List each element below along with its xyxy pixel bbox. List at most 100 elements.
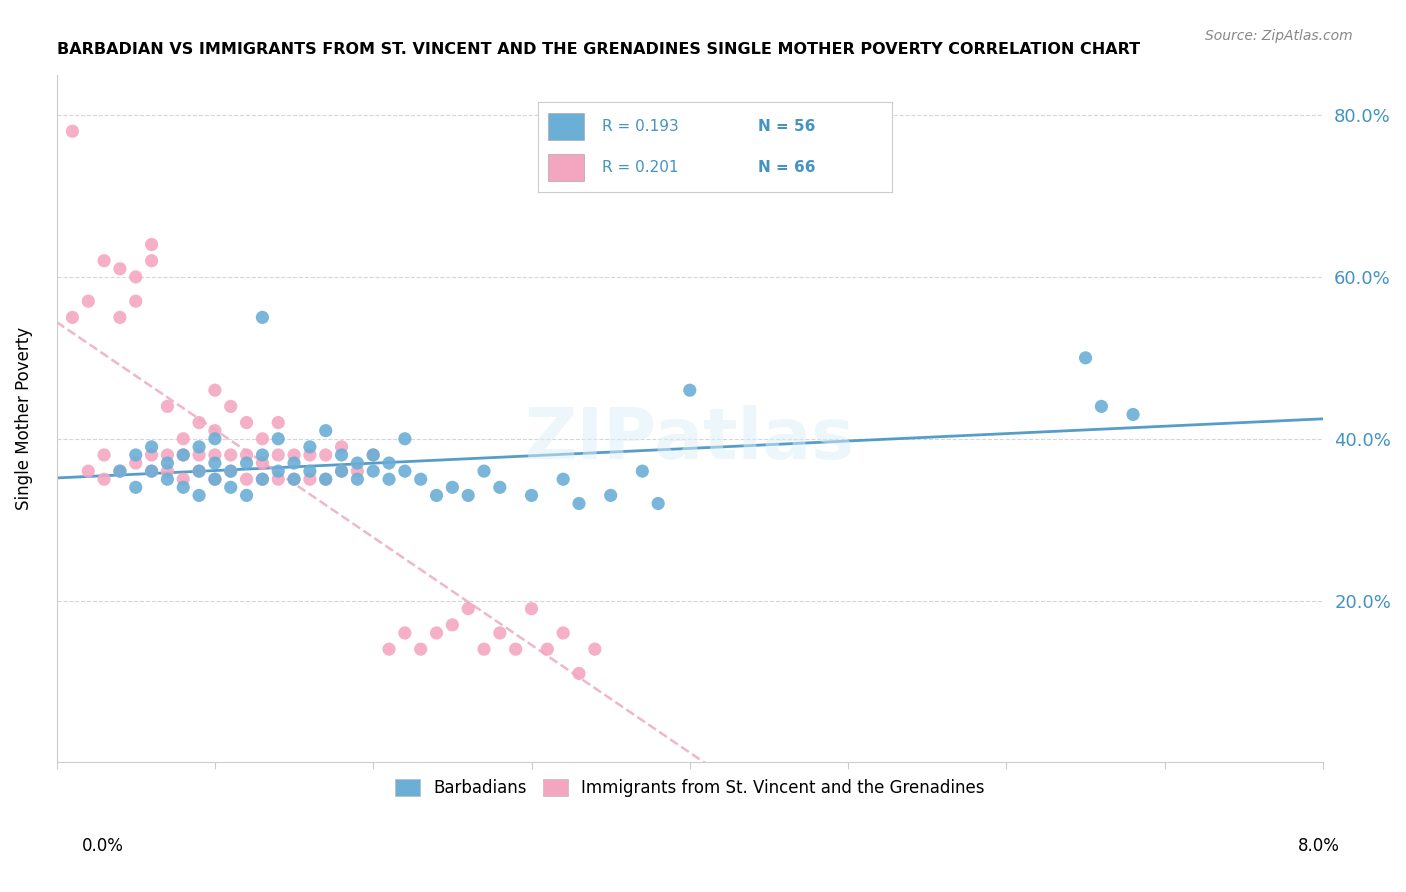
Point [520, 488, 543, 502]
Point [472, 642, 495, 657]
Point [1122, 408, 1144, 422]
Point [283, 448, 305, 462]
Point [188, 488, 211, 502]
Point [283, 456, 305, 470]
Point [568, 666, 591, 681]
Point [235, 488, 257, 502]
Point [235, 456, 257, 470]
Point [346, 456, 368, 470]
Point [62, 124, 84, 138]
Point [536, 642, 558, 657]
Point [599, 488, 621, 502]
Point [346, 472, 368, 486]
Point [204, 383, 226, 397]
Point [553, 472, 575, 486]
Point [141, 440, 163, 454]
Point [219, 464, 242, 478]
Point [361, 464, 384, 478]
Point [394, 626, 416, 640]
Point [235, 448, 257, 462]
Point [298, 472, 321, 486]
Point [315, 424, 337, 438]
Point [219, 464, 242, 478]
Point [409, 642, 432, 657]
Point [156, 464, 179, 478]
Point [219, 400, 242, 414]
Point [204, 448, 226, 462]
Point [77, 464, 100, 478]
Point [441, 618, 464, 632]
Point [141, 448, 163, 462]
Point [361, 448, 384, 462]
Point [204, 432, 226, 446]
Point [283, 472, 305, 486]
Point [315, 472, 337, 486]
Point [505, 642, 527, 657]
Point [378, 642, 401, 657]
Point [156, 448, 179, 462]
Point [394, 432, 416, 446]
Point [252, 310, 274, 325]
Point [235, 416, 257, 430]
Point [267, 472, 290, 486]
Point [125, 448, 148, 462]
Point [108, 310, 131, 325]
Legend: Barbadians, Immigrants from St. Vincent and the Grenadines: Barbadians, Immigrants from St. Vincent … [387, 771, 993, 805]
Point [188, 464, 211, 478]
Point [204, 472, 226, 486]
Point [125, 269, 148, 284]
Point [346, 464, 368, 478]
Point [315, 472, 337, 486]
Point [583, 642, 606, 657]
Point [489, 480, 512, 494]
Point [188, 416, 211, 430]
Point [441, 480, 464, 494]
Point [679, 383, 702, 397]
Point [489, 626, 512, 640]
Text: Source: ZipAtlas.com: Source: ZipAtlas.com [1205, 29, 1353, 44]
Point [93, 253, 115, 268]
Point [172, 448, 194, 462]
Point [172, 448, 194, 462]
Point [62, 310, 84, 325]
Point [188, 464, 211, 478]
Point [330, 448, 353, 462]
Point [267, 464, 290, 478]
Point [235, 472, 257, 486]
Point [647, 496, 669, 510]
Point [108, 464, 131, 478]
Point [472, 464, 495, 478]
Point [267, 448, 290, 462]
Point [330, 464, 353, 478]
Point [204, 456, 226, 470]
Point [252, 472, 274, 486]
Point [553, 626, 575, 640]
Point [156, 456, 179, 470]
Text: 0.0%: 0.0% [82, 837, 124, 855]
Point [457, 601, 479, 615]
Point [568, 496, 591, 510]
Point [125, 480, 148, 494]
Point [172, 480, 194, 494]
Point [283, 472, 305, 486]
Point [520, 601, 543, 615]
Point [93, 472, 115, 486]
Point [108, 261, 131, 276]
Y-axis label: Single Mother Poverty: Single Mother Poverty [15, 327, 32, 510]
Point [141, 464, 163, 478]
Point [188, 440, 211, 454]
Point [330, 464, 353, 478]
Point [204, 472, 226, 486]
Point [156, 400, 179, 414]
Point [425, 626, 447, 640]
Point [125, 294, 148, 309]
Point [141, 253, 163, 268]
Point [108, 464, 131, 478]
Point [252, 448, 274, 462]
Point [631, 464, 654, 478]
Point [361, 448, 384, 462]
Point [219, 480, 242, 494]
Point [204, 424, 226, 438]
Point [172, 432, 194, 446]
Point [330, 440, 353, 454]
